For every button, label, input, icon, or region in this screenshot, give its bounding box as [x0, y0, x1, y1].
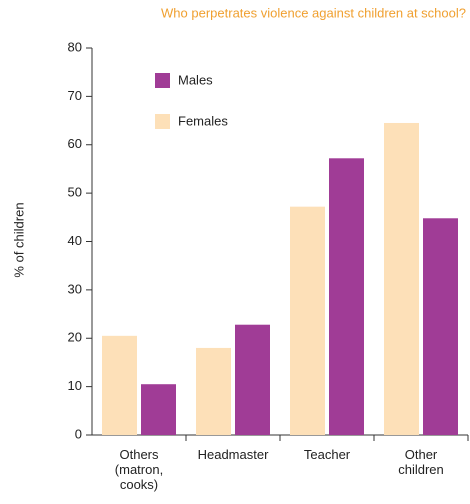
- y-tick-label: 0: [75, 426, 82, 441]
- x-tick-label: Others (matron, cooks): [114, 447, 164, 492]
- legend-label: Males: [178, 72, 213, 87]
- y-tick-label: 70: [68, 88, 82, 103]
- bar: [290, 206, 325, 435]
- chart-title: Who perpetrates violence against childre…: [161, 5, 466, 20]
- y-tick-label: 40: [68, 233, 82, 248]
- x-tick-label: Other children: [398, 447, 444, 477]
- x-tick-label: Headmaster: [197, 447, 269, 462]
- y-axis-label: % of children: [11, 202, 26, 277]
- y-tick-label: 20: [68, 330, 82, 345]
- bar: [141, 384, 176, 435]
- y-tick-label: 10: [68, 378, 82, 393]
- legend-swatch: [155, 114, 170, 129]
- bar: [102, 335, 137, 435]
- bar: [384, 122, 419, 435]
- bar: [423, 218, 458, 435]
- y-tick-label: 30: [68, 281, 82, 296]
- bar: [329, 158, 364, 436]
- bar: [196, 347, 231, 435]
- bar: [235, 324, 270, 435]
- y-tick-label: 60: [68, 136, 82, 151]
- legend-label: Females: [178, 113, 228, 128]
- x-tick-label: Teacher: [303, 447, 351, 462]
- legend-swatch: [155, 73, 170, 88]
- y-tick-label: 50: [68, 185, 82, 200]
- y-tick-label: 80: [68, 39, 82, 54]
